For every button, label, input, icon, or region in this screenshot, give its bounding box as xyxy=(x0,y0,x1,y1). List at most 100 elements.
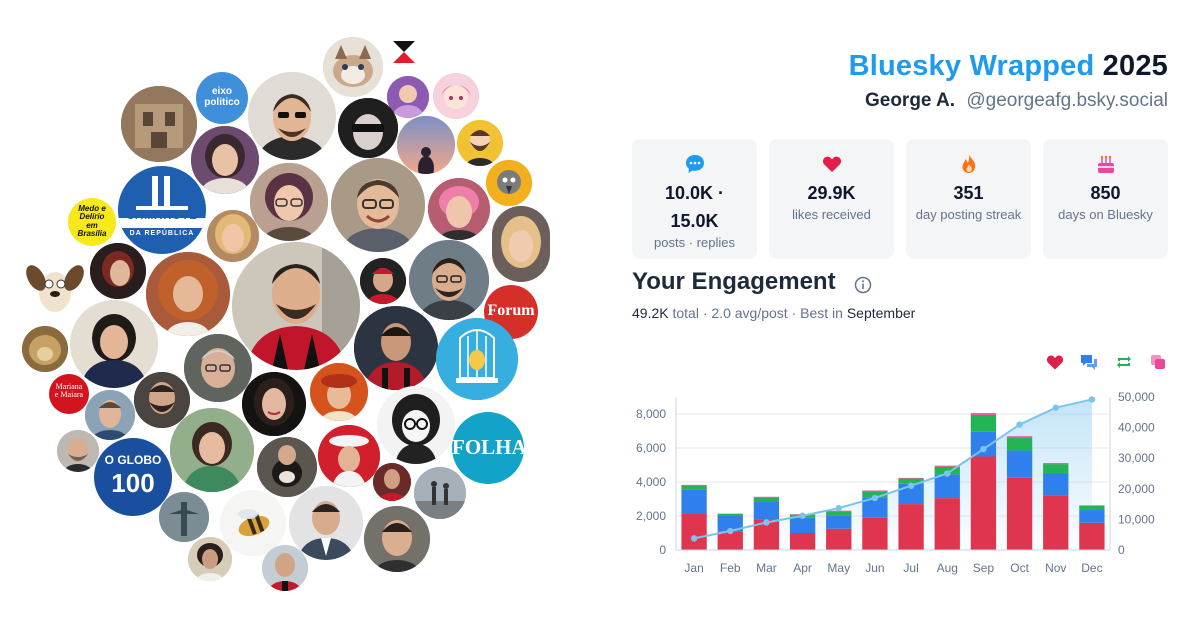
avatar-man-gray-beard[interactable] xyxy=(57,430,99,472)
bar-replies-oct xyxy=(1006,450,1033,478)
x-tick-label: Mar xyxy=(756,561,777,575)
x-tick-label: Oct xyxy=(1010,561,1029,575)
y-left-tick-label: 8,000 xyxy=(636,407,666,421)
eixo-politico-label: eixo politico xyxy=(204,86,240,108)
avatar-mariana-e-maiara[interactable]: Mariana e Maiara xyxy=(49,374,89,414)
cumulative-point xyxy=(690,535,698,542)
avatar-camarote-da-republica[interactable]: CAMAROTE DA REPÚBLICA xyxy=(118,166,206,254)
stat-posts-line1: 10.0K · xyxy=(664,183,725,203)
avatar-profile-purple-a[interactable] xyxy=(387,76,429,118)
avatar-woman-smiling-outdoors[interactable] xyxy=(170,408,254,492)
x-tick-label: Apr xyxy=(793,561,812,575)
avatar-blonde-woman[interactable] xyxy=(492,206,550,282)
avatar-bearded-man-dark[interactable] xyxy=(134,372,190,428)
legend-repost-icon[interactable] xyxy=(1114,352,1134,372)
forum-label: Forum xyxy=(487,302,535,319)
avatar-cartoon-girl-glasses[interactable] xyxy=(377,386,455,464)
avatar-hourglass-logo[interactable] xyxy=(390,38,418,66)
avatar-bee[interactable] xyxy=(220,490,286,556)
avatar-man-with-dog[interactable] xyxy=(257,437,317,497)
avatar-woman-navy-blazer[interactable] xyxy=(70,300,158,388)
y-left-tick-label: 6,000 xyxy=(636,441,666,455)
avatar-older-man-glasses[interactable] xyxy=(184,334,252,402)
avatar-sunset-silhouette[interactable] xyxy=(397,116,455,174)
avatar-masked-face[interactable] xyxy=(338,98,398,158)
avatar-runners-street[interactable] xyxy=(414,467,466,519)
bar-replies-mar xyxy=(753,501,780,520)
legend-heart-icon[interactable] xyxy=(1045,352,1065,372)
stat-days-caption: days on Bluesky xyxy=(1058,207,1153,222)
avatar-folha[interactable]: FOLHA xyxy=(452,412,524,484)
avatar-birdcage-lightbulb[interactable] xyxy=(436,318,518,400)
bar-quotes-oct xyxy=(1006,436,1033,438)
avatar-lion[interactable] xyxy=(22,326,68,372)
cumulative-point xyxy=(1052,404,1059,411)
separator-dot: · xyxy=(702,305,708,321)
avatar-footballer-flamengo[interactable] xyxy=(354,306,438,390)
avatar-statue[interactable] xyxy=(159,492,209,542)
bar-likes-feb xyxy=(717,531,743,550)
avatar-bearded-sunglasses-man[interactable] xyxy=(248,72,336,160)
bar-replies-apr xyxy=(789,517,816,533)
avatar-anime-pink[interactable] xyxy=(433,73,479,119)
camarote-title: CAMAROTE xyxy=(126,210,198,222)
stat-streak-value: 351 xyxy=(953,183,984,203)
avatar-man-red-cap[interactable] xyxy=(360,258,406,304)
avatar-medo-e-delirio[interactable]: Medo e Delírio em Brasília xyxy=(68,198,116,246)
avatar-woman-dark-hair[interactable] xyxy=(242,372,306,436)
avatar-person-orange-hat[interactable] xyxy=(310,363,368,421)
avatar-grumpy-cat[interactable] xyxy=(323,37,383,97)
cumulative-point xyxy=(727,527,734,535)
user-handle[interactable]: @georgeafg.bsky.social xyxy=(966,90,1168,111)
engagement-best-month: September xyxy=(846,305,916,321)
bar-quotes-jun xyxy=(862,490,888,492)
avatar-man-flamengo-shirt[interactable] xyxy=(232,242,360,370)
engagement-title: Your Engagement xyxy=(632,268,836,295)
avatar-man-suit[interactable] xyxy=(289,486,363,560)
bar-likes-jul xyxy=(898,504,924,550)
legend-reply-icon[interactable] xyxy=(1079,352,1099,372)
avatar-sepia-building[interactable] xyxy=(121,86,197,162)
cumulative-point xyxy=(944,470,951,477)
avatar-eixo-politico[interactable]: eixo politico xyxy=(196,72,248,124)
avatar-ostrich[interactable] xyxy=(486,160,532,206)
avatar-cartoon-bearded[interactable] xyxy=(457,120,503,166)
avatar-man-flamengo-small[interactable] xyxy=(373,463,411,501)
cumulative-line xyxy=(693,398,1093,540)
info-icon[interactable] xyxy=(854,276,872,294)
stat-card-posts: 10.0K · 15.0K posts · replies xyxy=(632,139,757,259)
y-right-tick-label: 20,000 xyxy=(1118,482,1155,496)
avatar-red-costume[interactable] xyxy=(318,425,380,487)
stats-cards: 10.0K · 15.0K posts · replies 29.9K like… xyxy=(632,139,1168,259)
avatar-smiling-man-glasses[interactable] xyxy=(331,158,425,252)
avatar-woman-curly-small[interactable] xyxy=(188,537,232,581)
avatar-pink-hair-person[interactable] xyxy=(428,178,490,240)
stat-likes-value: 29.9K xyxy=(807,183,856,203)
avatar-man-flamengo-stadium[interactable] xyxy=(262,545,308,591)
x-tick-label: Jul xyxy=(903,561,918,575)
bar-replies-feb xyxy=(717,516,743,532)
bar-quotes-jul xyxy=(898,477,924,479)
avatar-woman-blonde-waves[interactable] xyxy=(207,210,259,262)
avatar-curly-red-hair-woman[interactable] xyxy=(146,252,230,336)
y-left-tick-label: 2,000 xyxy=(636,509,666,523)
avatar-man-glasses-beard[interactable] xyxy=(409,240,489,320)
bar-replies-jan xyxy=(681,489,707,514)
separator-dot: · xyxy=(791,305,797,321)
avatar-gromit-dog[interactable] xyxy=(24,256,86,318)
avatar-woman-red-lips[interactable] xyxy=(90,243,146,299)
title-brand: Bluesky Wrapped xyxy=(848,50,1095,82)
wrapped-panel: Bluesky Wrapped 2025 George A. @georgeaf… xyxy=(632,0,1168,630)
engagement-total-label: total xyxy=(672,305,699,321)
legend-quote-icon[interactable] xyxy=(1148,352,1168,372)
bar-likes-jan xyxy=(681,513,707,550)
avatar-man-glasses-blue[interactable] xyxy=(85,390,135,440)
bar-reposts-nov xyxy=(1043,464,1069,474)
avatar-o-globo-100[interactable]: O GLOBO 100 xyxy=(94,438,172,516)
avatar-young-man[interactable] xyxy=(364,506,430,572)
avatar-woman-glasses-purple-hair[interactable] xyxy=(250,163,328,241)
engagement-avg: 2.0 avg/post xyxy=(711,305,788,321)
chat-bubble-icon xyxy=(685,155,704,173)
bar-quotes-jan xyxy=(681,484,707,486)
engagement-chart: 0 2,000 4,000 6,000 8,000 0 10,000 20,000 30,000… xyxy=(636,390,1155,575)
